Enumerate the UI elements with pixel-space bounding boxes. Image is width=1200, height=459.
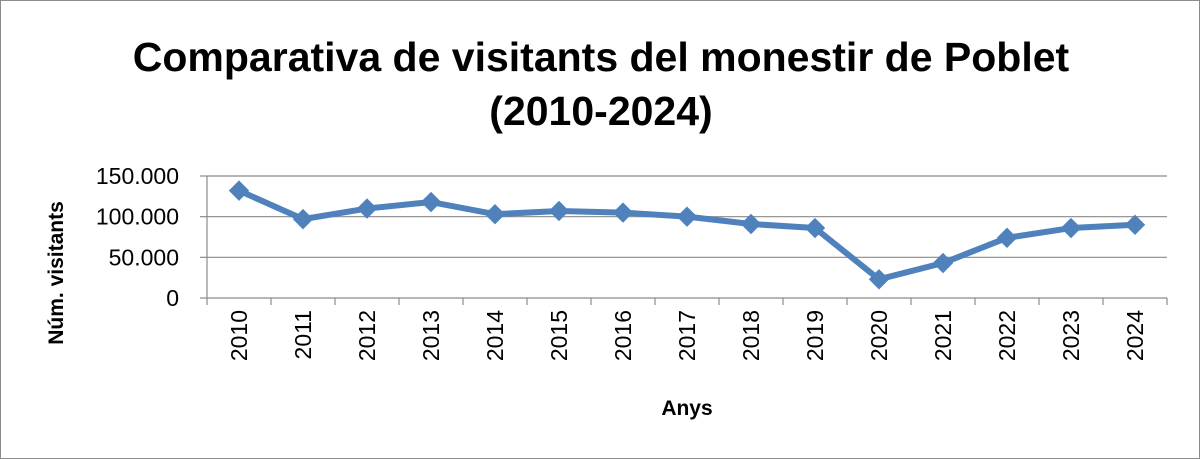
series-group <box>228 180 1146 290</box>
data-point <box>676 206 698 227</box>
data-point <box>420 191 442 213</box>
data-point <box>996 227 1018 249</box>
data-point <box>804 217 826 239</box>
x-tick-label: 2021 <box>930 310 956 361</box>
data-point <box>1060 217 1082 239</box>
y-axis-label: Núm. visitants <box>45 201 68 345</box>
data-point <box>612 202 634 223</box>
y-tick-label: 100.000 <box>96 204 179 230</box>
x-tick-label: 2014 <box>482 310 508 361</box>
y-tick-label: 0 <box>166 285 179 311</box>
x-tick-label: 2012 <box>354 310 380 361</box>
x-tick-label: 2018 <box>738 310 764 361</box>
data-point <box>932 252 954 274</box>
chart-subtitle: (2010-2024) <box>489 88 712 134</box>
x-tick-label: 2016 <box>610 310 636 361</box>
chart-title: Comparativa de visitants del monestir de… <box>133 34 1070 80</box>
data-point <box>484 204 506 225</box>
x-axis-label: Anys <box>661 397 712 420</box>
x-tick-label: 2013 <box>418 310 444 361</box>
x-tick-label: 2011 <box>290 310 316 359</box>
x-tick-label: 2015 <box>546 310 572 361</box>
x-tick-label: 2024 <box>1122 310 1148 361</box>
x-tick-label: 2017 <box>674 310 700 361</box>
data-point <box>868 269 890 290</box>
x-tick-label: 2019 <box>802 310 828 361</box>
data-point <box>740 213 762 235</box>
data-point <box>228 180 250 201</box>
data-point <box>548 200 570 222</box>
x-tick-label: 2010 <box>226 310 252 361</box>
x-tick-labels: 2010 2011 2012 2013 2014 2015 2016 2017 2018 2019… <box>226 310 1148 361</box>
data-point <box>292 208 314 230</box>
data-point <box>356 198 378 219</box>
x-tick-label: 2022 <box>994 310 1020 361</box>
axes <box>200 175 1168 305</box>
y-tick-label: 150.000 <box>96 163 179 189</box>
x-tick-label: 2023 <box>1058 310 1084 361</box>
data-point <box>1124 214 1146 236</box>
y-tick-labels: 0 50.000 100.000 150.000 <box>96 163 179 311</box>
x-tick-label: 2020 <box>866 310 892 361</box>
y-tick-label: 50.000 <box>109 244 179 270</box>
